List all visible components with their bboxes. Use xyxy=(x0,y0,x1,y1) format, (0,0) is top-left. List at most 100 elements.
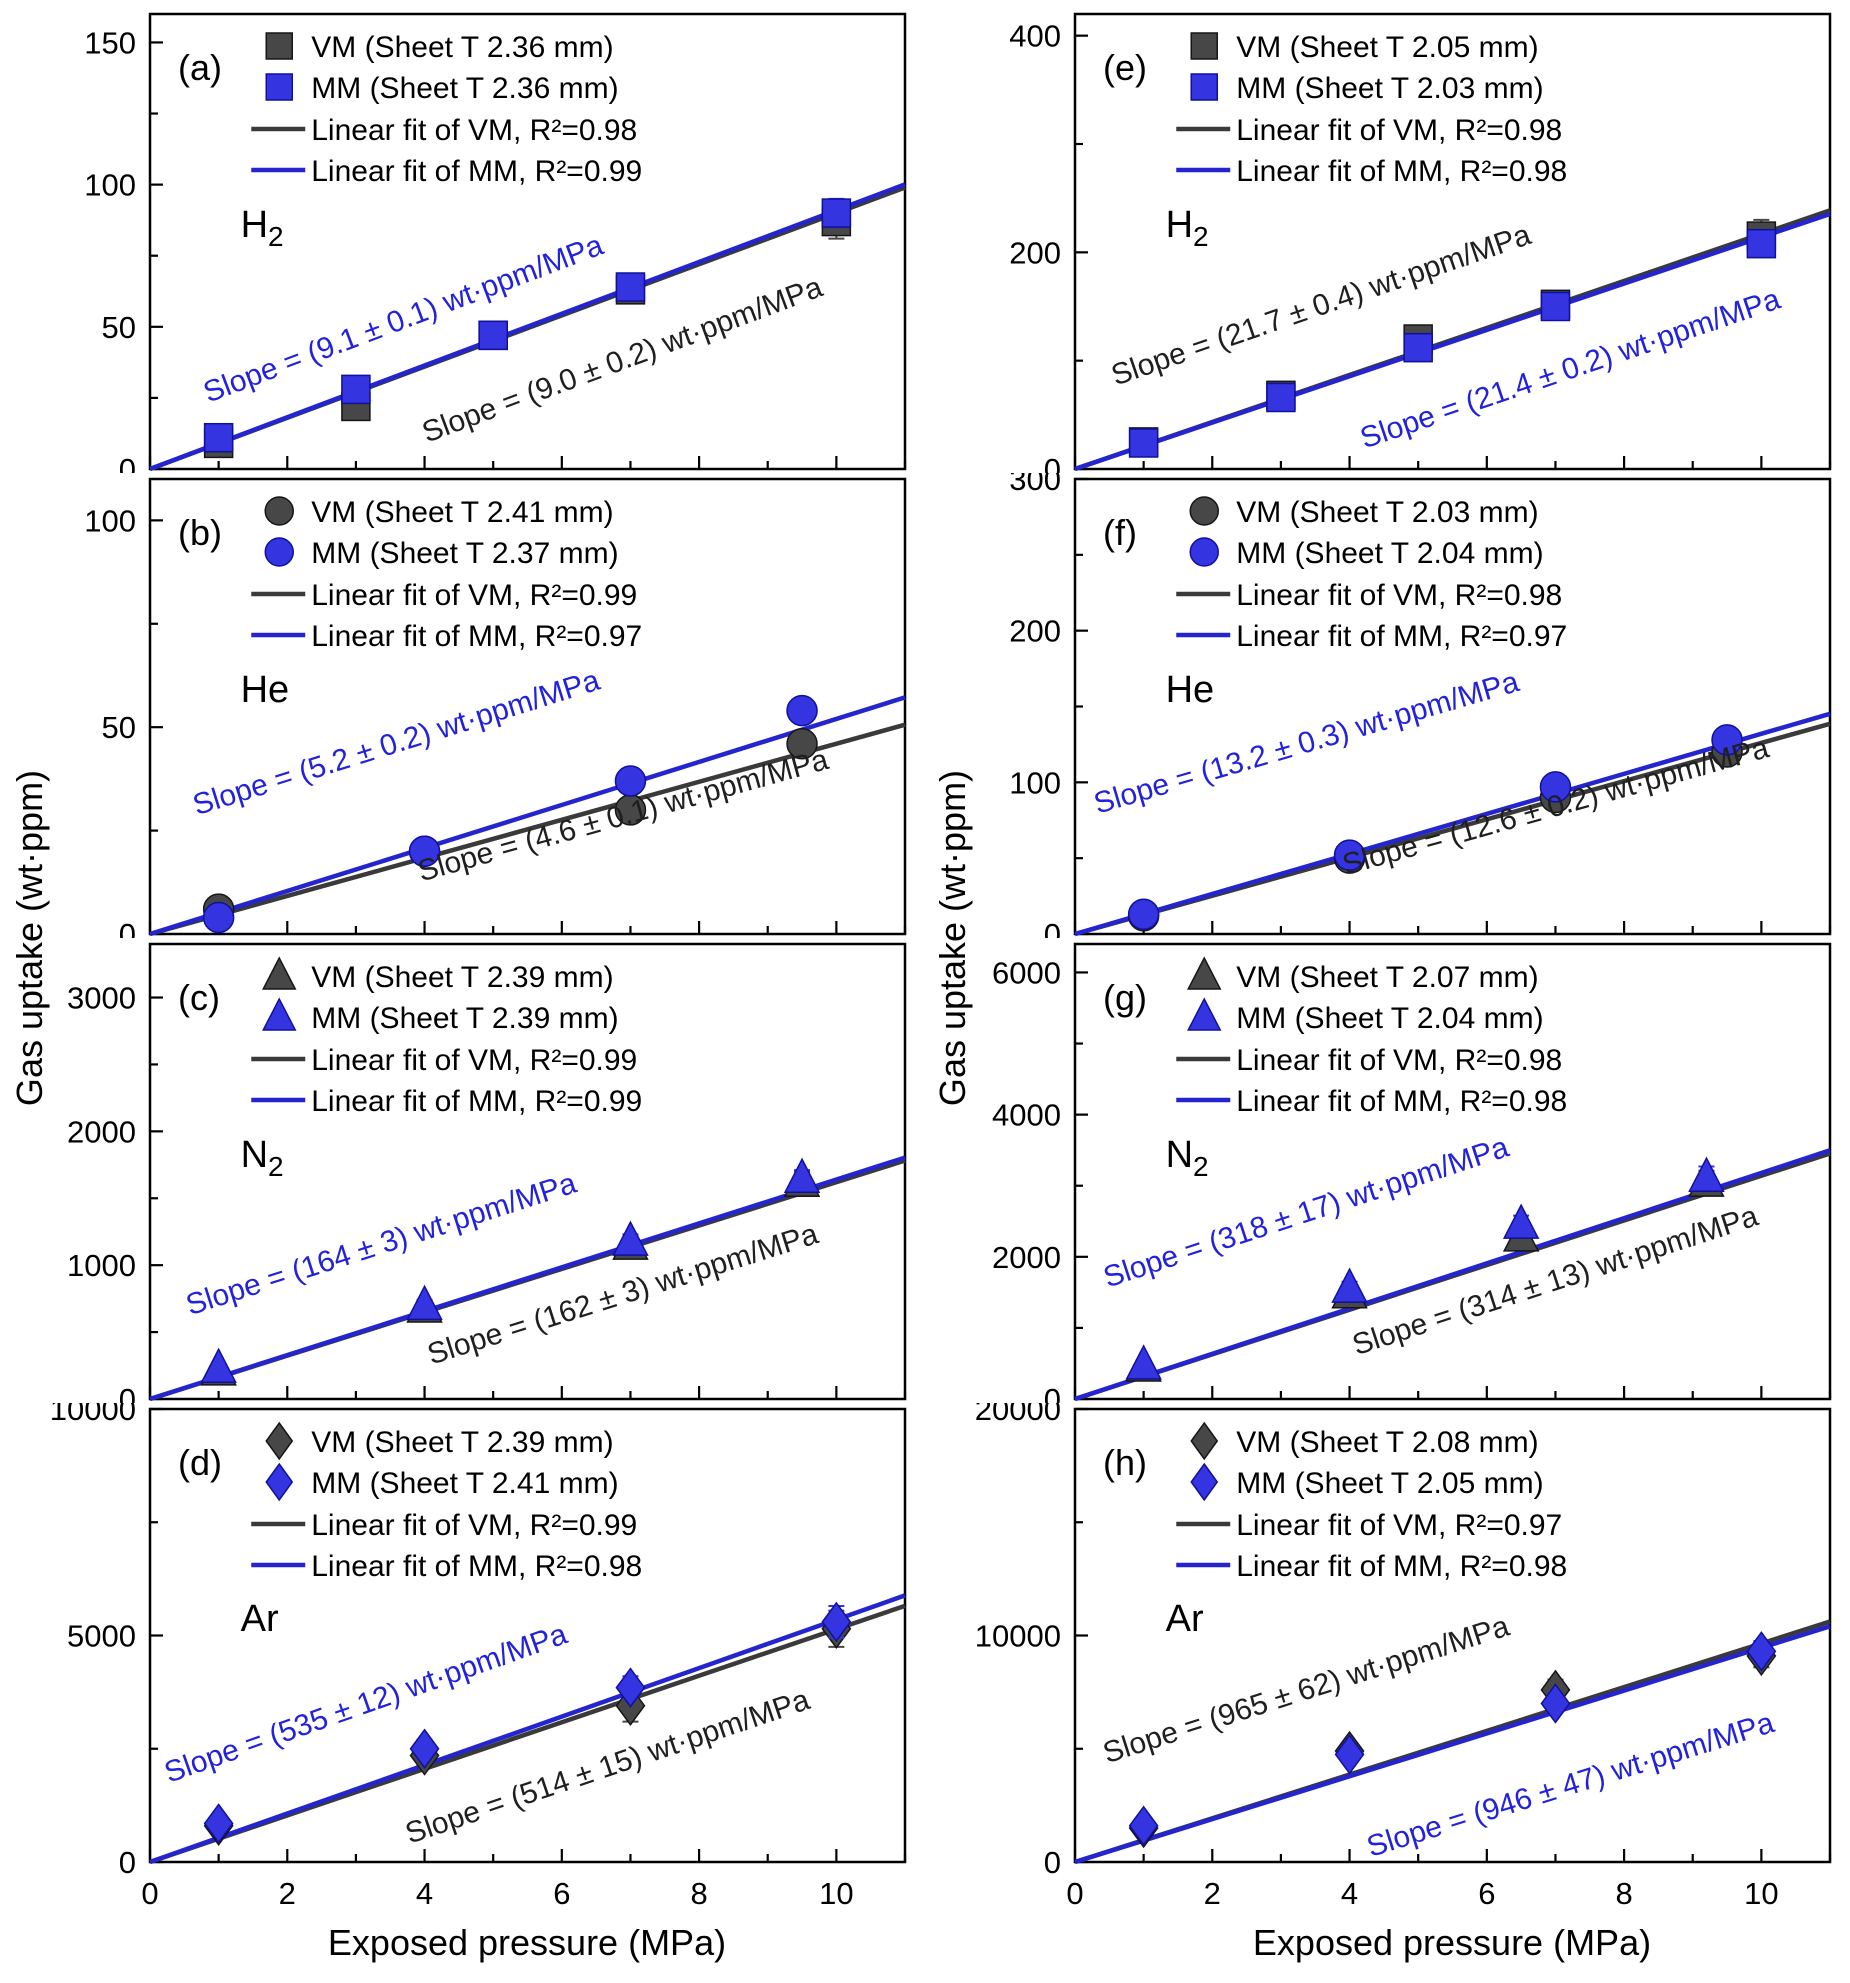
legend: VM (Sheet T 2.39 mm) MM (Sheet T 2.39 mm)… xyxy=(251,956,642,1118)
panel-e-chart: 0 200 400 VM (Sheet T 2.05 mm) MM (Sheet T 2… xyxy=(1009,12,1832,473)
legend: VM (Sheet T 2.39 mm) MM (Sheet T 2.41 mm)… xyxy=(251,1421,642,1583)
y-tick-label: 0 xyxy=(1044,1382,1061,1403)
gas-label: He xyxy=(241,669,290,711)
x-tick-label: 10 xyxy=(1744,1876,1778,1911)
series-mm xyxy=(1127,724,1743,931)
series-mm xyxy=(200,1157,821,1383)
gas-label: He xyxy=(1166,669,1215,711)
y-tick-label: 0 xyxy=(119,1845,136,1880)
y-tick-label: 10000 xyxy=(50,1403,136,1427)
legend: VM (Sheet T 2.05 mm) MM (Sheet T 2.03 mm)… xyxy=(1176,31,1567,188)
legend-vm-marker xyxy=(1189,496,1219,526)
y-tick-label: 0 xyxy=(1044,452,1061,473)
legend-vm-label: VM (Sheet T 2.08 mm) xyxy=(1236,1426,1538,1459)
series-mm xyxy=(1125,1156,1725,1380)
y-tick-label: 100 xyxy=(1009,765,1061,800)
panel-f-chart: 0 100 200 300 VM (Sheet T 2.03 mm) MM (Sheet … xyxy=(1009,473,1832,938)
mm-data-point xyxy=(615,272,646,302)
y-tick-label: 0 xyxy=(1044,917,1061,938)
y-tick-label: 2000 xyxy=(67,1114,136,1149)
legend: VM (Sheet T 2.36 mm) MM (Sheet T 2.36 mm)… xyxy=(251,31,642,188)
y-tick-label: 300 xyxy=(1009,473,1061,497)
panel-label: (c) xyxy=(178,977,220,1018)
mm-data-point xyxy=(406,1284,443,1321)
legend-mm-fit-label: Linear fit of MM, R²=0.98 xyxy=(1236,1550,1567,1583)
legend: VM (Sheet T 2.08 mm) MM (Sheet T 2.05 mm)… xyxy=(1176,1421,1567,1583)
y-tick-label: 6000 xyxy=(992,955,1061,990)
x-axis-title-left: Exposed pressure (MPa) xyxy=(327,1922,727,1963)
legend-vm-fit-label: Linear fit of VM, R²=0.98 xyxy=(1236,579,1562,612)
mm-data-point xyxy=(1125,1344,1162,1380)
x-tick-label: 2 xyxy=(279,1876,296,1911)
legend-vm-label: VM (Sheet T 2.07 mm) xyxy=(1236,961,1538,994)
gas-label: N2 xyxy=(241,1134,284,1182)
legend-mm-fit-label: Linear fit of MM, R²=0.99 xyxy=(311,155,642,188)
legend-vm-marker xyxy=(1190,1421,1219,1461)
legend-vm-fit-label: Linear fit of VM, R²=0.99 xyxy=(311,1509,637,1542)
mm-data-point xyxy=(1502,1203,1540,1239)
axis-ticks xyxy=(1073,1407,1832,1864)
series-mm xyxy=(1128,1631,1777,1847)
legend: VM (Sheet T 2.07 mm) MM (Sheet T 2.04 mm)… xyxy=(1176,956,1567,1118)
y-tick-label: 0 xyxy=(119,452,136,473)
y-tick-label: 10000 xyxy=(975,1619,1061,1654)
legend-mm-marker xyxy=(265,73,293,101)
vm-data-point xyxy=(786,727,818,760)
y-tick-label: 100 xyxy=(84,168,136,203)
panel-label: (h) xyxy=(1103,1442,1147,1483)
mm-data-point xyxy=(1334,1734,1365,1775)
x-tick-label: 6 xyxy=(553,1876,570,1911)
legend-vm-fit-label: Linear fit of VM, R²=0.98 xyxy=(311,114,637,147)
mm-data-point xyxy=(478,320,508,351)
legend-vm-marker xyxy=(1187,956,1222,990)
y-tick-label: 50 xyxy=(102,710,136,745)
legend-mm-label: MM (Sheet T 2.04 mm) xyxy=(1236,1002,1543,1035)
panel-label: (f) xyxy=(1103,512,1137,553)
x-tick-label: 8 xyxy=(690,1876,707,1911)
gas-label: Ar xyxy=(1166,1598,1204,1640)
mm-data-point xyxy=(200,1347,237,1383)
gas-label: H2 xyxy=(241,204,284,252)
legend-mm-fit-label: Linear fit of MM, R²=0.98 xyxy=(1236,155,1567,188)
legend-mm-fit-label: Linear fit of MM, R²=0.99 xyxy=(311,1085,642,1118)
x-tick-label: 4 xyxy=(1341,1876,1358,1911)
y-tick-label: 0 xyxy=(119,917,136,938)
legend-vm-label: VM (Sheet T 2.05 mm) xyxy=(1236,31,1538,64)
mm-data-point xyxy=(821,198,852,228)
legend-vm-label: VM (Sheet T 2.39 mm) xyxy=(311,1426,613,1459)
x-tick-label: 0 xyxy=(141,1876,158,1911)
legend-mm-marker xyxy=(1190,1462,1219,1502)
gas-label: H2 xyxy=(1166,204,1209,252)
plot-box xyxy=(148,477,907,936)
x-tick-label: 4 xyxy=(416,1876,433,1911)
mm-data-point xyxy=(1127,898,1160,931)
mm-data-point xyxy=(408,835,441,868)
panel-a-chart: 0 50 100 150 VM (Sheet T 2.36 mm) MM (Sheet T… xyxy=(84,12,907,473)
mm-fit-line xyxy=(149,1593,906,1865)
legend-vm-fit-label: Linear fit of VM, R²=0.98 xyxy=(1236,114,1562,147)
panel-b-chart: 0 50 100 VM (Sheet T 2.41 mm) MM (Sheet T 2.… xyxy=(84,477,907,938)
legend-vm-label: VM (Sheet T 2.03 mm) xyxy=(1236,496,1538,529)
series-mm xyxy=(203,197,852,453)
legend-mm-marker xyxy=(1189,537,1219,567)
legend-vm-fit-label: Linear fit of VM, R²=0.99 xyxy=(311,1044,637,1077)
y-tick-label: 4000 xyxy=(992,1098,1061,1133)
panel-c-chart: 0 1000 2000 3000 VM (Sheet T 2.39 mm) MM (She… xyxy=(67,942,907,1403)
legend: VM (Sheet T 2.03 mm) MM (Sheet T 2.04 mm)… xyxy=(1176,496,1567,653)
mm-data-point xyxy=(1266,382,1296,413)
panel-label: (g) xyxy=(1103,977,1147,1018)
mm-data-point xyxy=(1540,291,1571,322)
legend-mm-label: MM (Sheet T 2.05 mm) xyxy=(1236,1467,1543,1500)
mm-data-point xyxy=(1746,1631,1777,1672)
y-tick-label: 0 xyxy=(1044,1845,1061,1880)
y-tick-label: 200 xyxy=(1009,235,1061,270)
mm-data-point xyxy=(1333,839,1366,871)
axis-ticks xyxy=(1073,477,1832,936)
panel-d-chart: 0 5000 10000 0 2 4 6 8 10 VM (Sheet T 2.39 mm) MM … xyxy=(50,1403,907,1911)
mm-data-point xyxy=(1331,1267,1368,1303)
mm-data-point xyxy=(1403,332,1433,363)
axis-ticks xyxy=(1073,971,1832,1401)
y-tick-label: 2000 xyxy=(992,1240,1061,1275)
mm-data-point xyxy=(1746,228,1777,259)
